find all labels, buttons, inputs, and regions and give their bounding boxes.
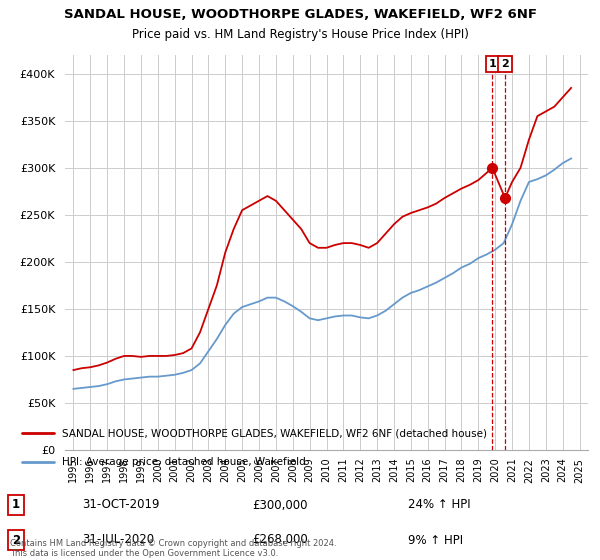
- Text: SANDAL HOUSE, WOODTHORPE GLADES, WAKEFIELD, WF2 6NF: SANDAL HOUSE, WOODTHORPE GLADES, WAKEFIE…: [64, 8, 536, 21]
- Text: 1: 1: [12, 498, 20, 511]
- Text: 31-OCT-2019: 31-OCT-2019: [82, 498, 160, 511]
- Text: 1: 1: [488, 59, 496, 69]
- Text: 31-JUL-2020: 31-JUL-2020: [82, 534, 154, 547]
- Text: HPI: Average price, detached house, Wakefield: HPI: Average price, detached house, Wake…: [62, 457, 306, 467]
- Text: 9% ↑ HPI: 9% ↑ HPI: [408, 534, 463, 547]
- Text: SANDAL HOUSE, WOODTHORPE GLADES, WAKEFIELD, WF2 6NF (detached house): SANDAL HOUSE, WOODTHORPE GLADES, WAKEFIE…: [62, 428, 487, 438]
- Text: Price paid vs. HM Land Registry's House Price Index (HPI): Price paid vs. HM Land Registry's House …: [131, 28, 469, 41]
- Text: 24% ↑ HPI: 24% ↑ HPI: [408, 498, 470, 511]
- Text: £300,000: £300,000: [252, 498, 308, 511]
- Text: £268,000: £268,000: [252, 534, 308, 547]
- Text: 2: 2: [12, 534, 20, 547]
- Text: Contains HM Land Registry data © Crown copyright and database right 2024.
This d: Contains HM Land Registry data © Crown c…: [10, 539, 337, 558]
- Text: 2: 2: [501, 59, 509, 69]
